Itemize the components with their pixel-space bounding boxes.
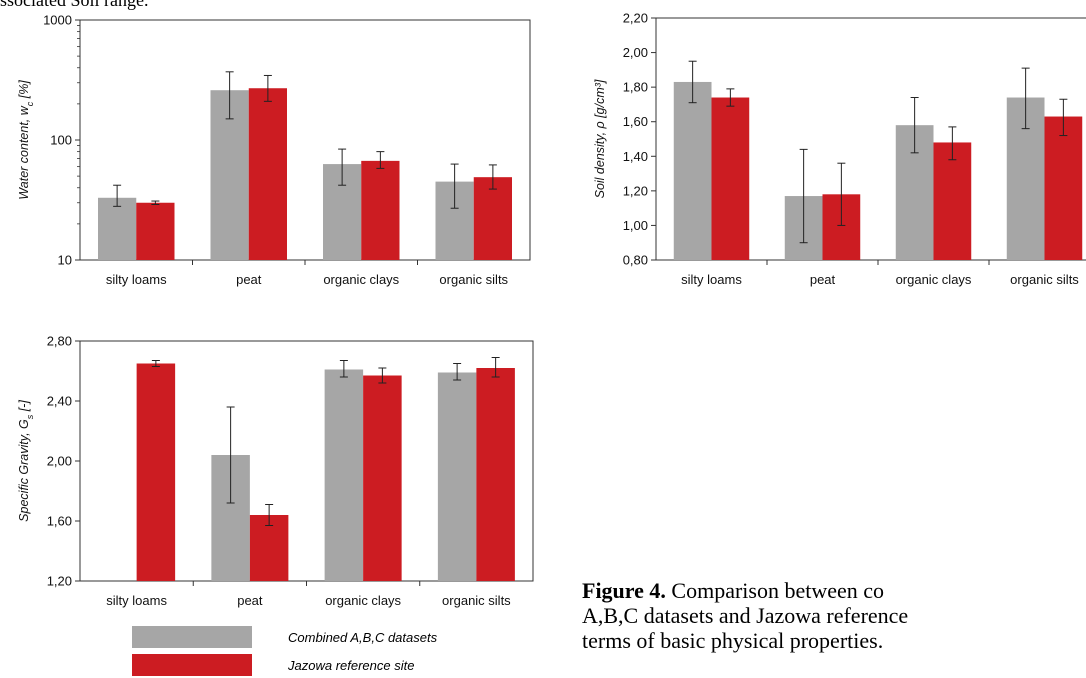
caption-line-3: terms of basic physical properties.	[582, 628, 884, 653]
caption-line-2: A,B,C datasets and Jazowa reference	[582, 603, 909, 628]
error-bar	[226, 406, 235, 504]
x-category-label: silty loams	[106, 593, 167, 608]
error-bar	[948, 126, 957, 161]
error-bar	[338, 148, 347, 186]
error-bar	[910, 97, 919, 154]
legend-item-jazowa: Jazowa reference site	[132, 654, 462, 678]
bar-jazowa	[933, 142, 972, 260]
error-bar	[265, 504, 274, 526]
y-tick-label: 10	[58, 253, 72, 268]
x-category-label: organic silts	[1010, 272, 1079, 287]
bar-combined	[324, 369, 364, 581]
legend-label-jazowa: Jazowa reference site	[288, 658, 415, 673]
y-tick-label: 1,20	[623, 183, 648, 198]
y-tick-label: 0,80	[623, 253, 648, 268]
caption-line-1: Figure 4. Comparison between co	[582, 578, 1086, 603]
y-tick-label: 2,20	[623, 11, 648, 26]
error-bar	[488, 164, 497, 190]
bar-jazowa	[1044, 116, 1083, 261]
y-tick-label: 2,40	[47, 394, 72, 409]
bar-jazowa	[476, 368, 515, 581]
x-category-label: silty loams	[106, 272, 167, 287]
error-bar	[1021, 67, 1030, 130]
legend-label-combined: Combined A,B,C datasets	[288, 630, 438, 645]
error-bar	[799, 148, 808, 244]
bar-jazowa	[473, 177, 512, 260]
error-bar	[837, 162, 846, 226]
bar-jazowa	[136, 202, 175, 260]
legend-swatch-combined	[132, 626, 252, 648]
legend-swatch-jazowa	[132, 654, 252, 676]
error-bar	[450, 163, 459, 209]
bar-jazowa	[361, 160, 400, 260]
error-bar	[339, 360, 348, 378]
caption-label: Figure 4.	[582, 578, 666, 603]
bar-combined	[437, 372, 477, 581]
error-bar	[376, 151, 385, 169]
bar-jazowa	[711, 97, 750, 260]
y-axis-label: Water content, wc [%]	[17, 80, 35, 200]
x-category-label: organic clays	[325, 593, 401, 608]
water-content-chart: 10 100 1000 silty loams peat organic clays org…	[17, 13, 531, 287]
y-tick-label: 1,00	[623, 218, 648, 233]
error-bar	[225, 71, 234, 120]
legend-item-combined: Combined A,B,C datasets	[132, 626, 462, 650]
y-tick-label: 1,80	[623, 80, 648, 95]
y-tick-label: 2,00	[47, 454, 72, 469]
bar-jazowa	[248, 88, 287, 260]
bar-combined	[98, 197, 137, 260]
bar-jazowa	[363, 375, 402, 581]
bar-combined	[673, 81, 712, 260]
error-bar	[726, 88, 735, 107]
y-axis-label: Soil density, ρ [g/cm³]	[593, 79, 607, 198]
x-category-label: organic silts	[442, 593, 511, 608]
x-category-label: silty loams	[681, 272, 742, 287]
y-tick-label: 1,60	[623, 114, 648, 129]
y-tick-label: 2,00	[623, 45, 648, 60]
soil-density-chart: 0,80 1,00 1,20 1,40 1,60 1,80 2,00 2,20 silty lo…	[593, 11, 1086, 287]
y-axis-label-subscript: s	[25, 414, 35, 419]
x-category-label: organic clays	[896, 272, 972, 287]
figure-caption: Figure 4. Comparison between co A,B,C da…	[582, 578, 1086, 653]
error-bar	[688, 60, 697, 104]
error-bar	[151, 200, 160, 206]
error-bar	[151, 360, 160, 367]
y-axis-label: Specific Gravity, Gs [-]	[17, 400, 35, 522]
y-tick-label: 100	[50, 133, 72, 148]
x-category-label: peat	[810, 272, 836, 287]
specific-gravity-chart: 1,20 1,60 2,00 2,40 2,80 silty loams peat organ…	[17, 334, 534, 608]
top-text-fragment: ssociated Soil range.	[0, 0, 149, 10]
y-tick-label: 1,20	[47, 574, 72, 589]
x-category-label: organic clays	[323, 272, 399, 287]
error-bar	[1059, 98, 1068, 137]
error-bar	[453, 363, 462, 381]
y-axis-label-subscript: c	[25, 101, 35, 106]
error-bar	[113, 184, 122, 207]
x-category-label: organic silts	[439, 272, 508, 287]
error-bar	[263, 74, 272, 102]
bar-jazowa	[136, 363, 176, 581]
x-category-label: peat	[236, 272, 262, 287]
error-bar	[491, 357, 500, 378]
error-bar	[378, 367, 387, 384]
y-tick-label: 1,60	[47, 514, 72, 529]
y-tick-label: 1,40	[623, 149, 648, 164]
x-category-label: peat	[237, 593, 263, 608]
y-tick-label: 2,80	[47, 334, 72, 349]
caption-text-1: Comparison between co	[671, 578, 885, 603]
y-tick-label: 1000	[43, 13, 72, 28]
